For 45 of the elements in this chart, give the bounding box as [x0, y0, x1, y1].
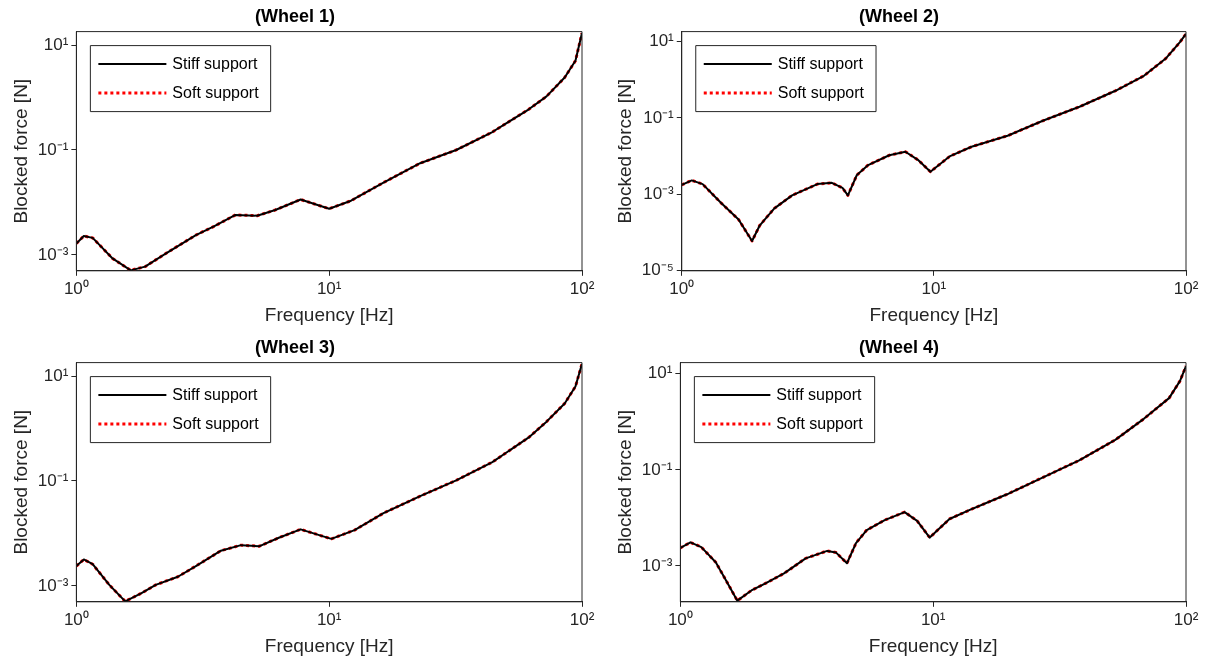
chart-title: (Wheel 1) — [254, 5, 336, 26]
y-tick-label: 10⁻¹ — [643, 107, 675, 127]
y-tick-label: 10⁻³ — [37, 244, 69, 264]
y-tick-label: 10⁻³ — [643, 184, 675, 204]
legend-label: Stiff support — [172, 54, 259, 72]
x-axis-title: Frequency [Hz] — [868, 634, 998, 656]
y-tick-label: 10⁻³ — [641, 555, 673, 575]
legend-label: Stiff support — [777, 54, 864, 72]
legend-label: Stiff support — [776, 385, 863, 403]
x-tick-label: 10⁰ — [667, 609, 693, 629]
y-tick-label: 10¹ — [43, 34, 69, 54]
chart-title: (Wheel 4) — [858, 336, 940, 357]
y-tick-label: 10¹ — [43, 365, 69, 385]
y-tick-label: 10⁻¹ — [641, 459, 673, 479]
y-tick-label: 10⁻¹ — [37, 470, 69, 490]
x-tick-label: 10² — [569, 609, 595, 629]
x-tick-label: 10² — [569, 278, 595, 298]
legend-label: Soft support — [172, 83, 260, 101]
x-tick-label: 10⁰ — [63, 278, 89, 298]
x-tick-label: 10² — [1173, 609, 1199, 629]
x-tick-label: 10⁰ — [669, 278, 695, 298]
y-tick-label: 10¹ — [649, 31, 675, 51]
x-axis-title: Frequency [Hz] — [264, 303, 394, 325]
y-tick-label: 10¹ — [647, 363, 673, 383]
y-axis-title: Blocked force [N] — [613, 78, 635, 224]
x-axis-title: Frequency [Hz] — [869, 303, 999, 325]
x-axis-title: Frequency [Hz] — [264, 634, 394, 656]
x-tick-label: 10¹ — [316, 609, 342, 629]
y-tick-label: 10⁻³ — [37, 575, 69, 595]
chart-title: (Wheel 3) — [254, 336, 336, 357]
y-axis-title: Blocked force [N] — [613, 409, 635, 555]
x-tick-label: 10¹ — [316, 278, 342, 298]
legend-label: Stiff support — [172, 385, 259, 403]
y-axis-title: Blocked force [N] — [9, 409, 31, 555]
y-axis-title: Blocked force [N] — [9, 78, 31, 224]
x-tick-label: 10² — [1173, 278, 1199, 298]
x-tick-label: 10¹ — [921, 278, 947, 298]
x-tick-label: 10¹ — [920, 609, 946, 629]
y-tick-label: 10⁻¹ — [37, 139, 69, 159]
legend-label: Soft support — [777, 83, 865, 101]
y-tick-label: 10⁻⁵ — [641, 260, 674, 280]
legend-label: Soft support — [172, 414, 260, 432]
legend-label: Soft support — [776, 414, 864, 432]
x-tick-label: 10⁰ — [63, 609, 89, 629]
chart-title: (Wheel 2) — [858, 5, 940, 26]
